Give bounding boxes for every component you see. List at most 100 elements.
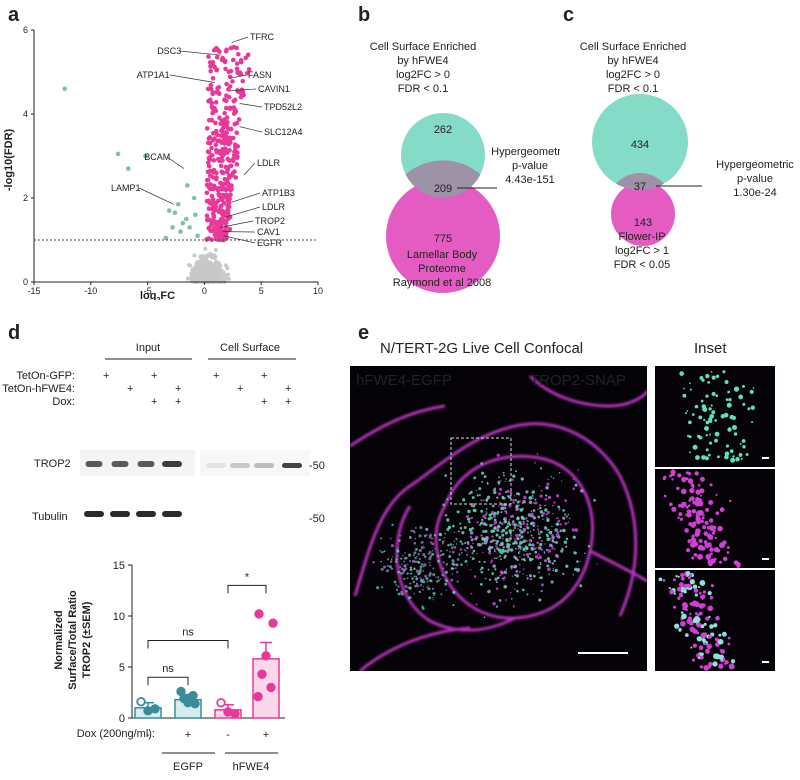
cell-vesicle bbox=[537, 553, 540, 556]
inset-magenta-dot bbox=[692, 541, 699, 547]
inset-magenta-dot bbox=[677, 473, 682, 478]
bar-data-point bbox=[253, 691, 263, 702]
inset-merge-dot bbox=[706, 643, 712, 650]
inset-merge-dot bbox=[721, 631, 727, 637]
cell-vesicle bbox=[530, 512, 534, 516]
cell-vesicle bbox=[396, 555, 399, 557]
inset-magenta-dot bbox=[677, 516, 680, 520]
cell-vesicle bbox=[428, 550, 432, 554]
cell-vesicle bbox=[536, 453, 539, 455]
cell-vesicle bbox=[553, 548, 556, 551]
cell-vesicle bbox=[415, 578, 418, 581]
cell-vesicle bbox=[435, 576, 437, 578]
cell-vesicle bbox=[473, 575, 477, 578]
cell-vesicle bbox=[522, 500, 526, 504]
volcano-x-tick-label: 0 bbox=[202, 286, 207, 296]
cell-vesicle bbox=[411, 577, 414, 580]
cell-vesicle bbox=[519, 540, 522, 543]
cell-membrane-topleft bbox=[350, 404, 446, 448]
cell-vesicle bbox=[572, 535, 576, 539]
cell-vesicle bbox=[571, 528, 576, 532]
cell-vesicle bbox=[481, 471, 485, 475]
cell-vesicle bbox=[425, 576, 429, 581]
inset-green-dot bbox=[714, 419, 717, 422]
cell-vesicle bbox=[423, 563, 427, 567]
cell-vesicle bbox=[516, 589, 519, 593]
inset-green-dot bbox=[738, 394, 744, 400]
cell-vesicle bbox=[420, 540, 424, 544]
bar-dox-sign: + bbox=[263, 729, 269, 741]
cell-vesicle bbox=[547, 478, 549, 481]
cell-vesicle bbox=[496, 556, 499, 559]
cell-vesicle bbox=[539, 494, 543, 498]
cell-vesicle bbox=[530, 546, 534, 551]
inset-merge-dot bbox=[696, 631, 700, 635]
volcano-point-down bbox=[178, 229, 183, 234]
cell-vesicle bbox=[485, 540, 489, 544]
cell-vesicle bbox=[548, 531, 552, 535]
cell-vesicle bbox=[397, 547, 399, 550]
cell-vesicle bbox=[519, 556, 521, 558]
inset-green-dot bbox=[711, 375, 716, 380]
volcano-point-up bbox=[217, 49, 222, 55]
inset-magenta-dot bbox=[702, 525, 707, 530]
volcano-point-down bbox=[143, 153, 148, 159]
volcano-point-up bbox=[210, 76, 216, 81]
cell-vesicle bbox=[539, 506, 542, 510]
cell-vesicle bbox=[517, 492, 521, 496]
gene-leader-line bbox=[225, 206, 261, 218]
inset-merge-dot bbox=[676, 586, 682, 592]
cell-vesicle bbox=[396, 550, 400, 553]
cell-vesicle bbox=[412, 580, 416, 584]
inset-green-dot bbox=[701, 455, 706, 460]
cell-vesicle bbox=[527, 556, 530, 559]
cell-vesicle bbox=[390, 544, 394, 548]
inset-green-dot bbox=[727, 427, 732, 432]
volcano-point-up bbox=[230, 57, 236, 63]
inset-merge-dot bbox=[707, 591, 712, 596]
inset-merge-dot bbox=[689, 626, 696, 633]
volcano-point-up bbox=[229, 172, 235, 178]
cell-vesicle bbox=[492, 514, 497, 518]
cell-vesicle bbox=[529, 522, 533, 526]
label-green-channel: hFWE4-EGFP bbox=[356, 372, 452, 389]
volcano-point-up bbox=[222, 176, 228, 182]
bar-dox-sign: + bbox=[185, 729, 191, 741]
volcano-point-up bbox=[213, 108, 219, 114]
cell-vesicle bbox=[464, 559, 468, 563]
volcano-y-tick-label: 0 bbox=[23, 277, 28, 287]
volcano-point-ns bbox=[190, 268, 195, 273]
volcano-point-up bbox=[234, 130, 240, 136]
inset-magenta bbox=[655, 469, 775, 568]
cell-vesicle bbox=[418, 561, 420, 564]
cell-vesicle bbox=[403, 564, 406, 568]
inset-green-dot bbox=[715, 394, 719, 398]
volcano-point-ns bbox=[213, 247, 218, 252]
cell-vesicle bbox=[466, 517, 471, 521]
cell-vesicle bbox=[426, 580, 429, 583]
inset-merge-dot bbox=[680, 611, 684, 614]
cell-vesicle bbox=[440, 593, 443, 596]
inset-magenta-dot bbox=[692, 500, 697, 505]
cell-vesicle bbox=[501, 533, 505, 537]
cell-vesicle bbox=[550, 580, 554, 584]
cell-vesicle bbox=[537, 532, 541, 536]
cell-vesicle bbox=[538, 536, 542, 540]
cell-vesicle bbox=[489, 523, 493, 528]
inset-green-dot bbox=[725, 398, 729, 401]
cell-vesicle bbox=[439, 554, 443, 557]
volcano-point-up bbox=[204, 213, 210, 219]
surface-ratio-bar-chart: 0 5 10 15 - + - + ns ns * Normalized Surface/Total… bbox=[53, 560, 285, 773]
volcano-point-up bbox=[213, 142, 219, 148]
venn-b-bottom-line3: Raymond et al 2008 bbox=[393, 277, 491, 289]
inset-magenta-dot bbox=[690, 483, 695, 488]
volcano-point-ns bbox=[225, 266, 230, 271]
inset-merge-dot bbox=[712, 625, 715, 628]
cell-vesicle bbox=[415, 575, 417, 578]
cell-vesicle bbox=[534, 501, 538, 505]
cell-vesicle bbox=[453, 540, 456, 542]
cell-vesicle bbox=[500, 502, 504, 507]
cell-vesicle bbox=[423, 534, 427, 538]
cell-vesicle bbox=[545, 548, 548, 551]
volcano-point-up bbox=[208, 182, 213, 187]
